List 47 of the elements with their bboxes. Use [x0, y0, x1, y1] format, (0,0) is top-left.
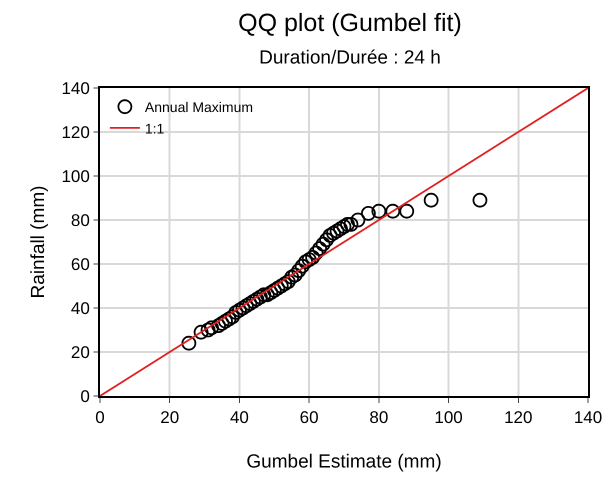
y-tick-label: 140 — [61, 78, 90, 98]
point — [336, 219, 352, 234]
point — [181, 336, 196, 351]
point — [350, 212, 366, 228]
legend-label: 1:1 — [144, 120, 165, 136]
point — [302, 252, 317, 267]
point — [284, 270, 300, 285]
x-tick-label: 80 — [369, 408, 388, 428]
point — [371, 204, 386, 219]
y-tick-label: 20 — [70, 342, 90, 362]
point — [288, 268, 303, 282]
x-tick-label: 100 — [434, 408, 463, 428]
point — [204, 320, 219, 336]
point — [326, 226, 341, 241]
point — [316, 236, 330, 252]
y-tick-label: 40 — [70, 298, 90, 318]
x-tick-label: 40 — [230, 408, 249, 428]
y-tick-label: 60 — [70, 254, 90, 274]
y-tick-label: 80 — [70, 210, 90, 230]
point — [319, 232, 334, 248]
chart-title: QQ plot (Gumbel fit) — [238, 9, 462, 38]
y-tick-label: 100 — [61, 166, 90, 186]
point — [291, 263, 306, 278]
chart-subtitle: Duration/Durée : 24 h — [259, 48, 441, 69]
point — [298, 254, 314, 270]
point — [472, 192, 488, 208]
point — [322, 228, 338, 243]
point — [361, 206, 376, 221]
point — [399, 204, 414, 219]
legend-label: Annual Maximum — [144, 99, 254, 116]
point — [424, 192, 439, 208]
y-tick-label: 120 — [61, 122, 90, 142]
point — [294, 258, 310, 274]
point — [344, 217, 358, 232]
x-tick-label: 20 — [160, 408, 180, 428]
point — [200, 322, 216, 338]
x-tick-label: 0 — [95, 408, 105, 428]
x-tick-label: 140 — [574, 408, 602, 428]
x-tick-label: 120 — [504, 408, 532, 428]
point — [194, 324, 208, 340]
point — [305, 250, 320, 265]
x-axis-title: Gumbel Estimate (mm) — [246, 451, 442, 472]
point — [312, 241, 327, 256]
y-tick-label: 0 — [80, 386, 90, 406]
point — [385, 204, 400, 219]
x-tick-label: 60 — [300, 408, 319, 428]
y-axis-title: Rainfall (mm) — [28, 186, 49, 298]
